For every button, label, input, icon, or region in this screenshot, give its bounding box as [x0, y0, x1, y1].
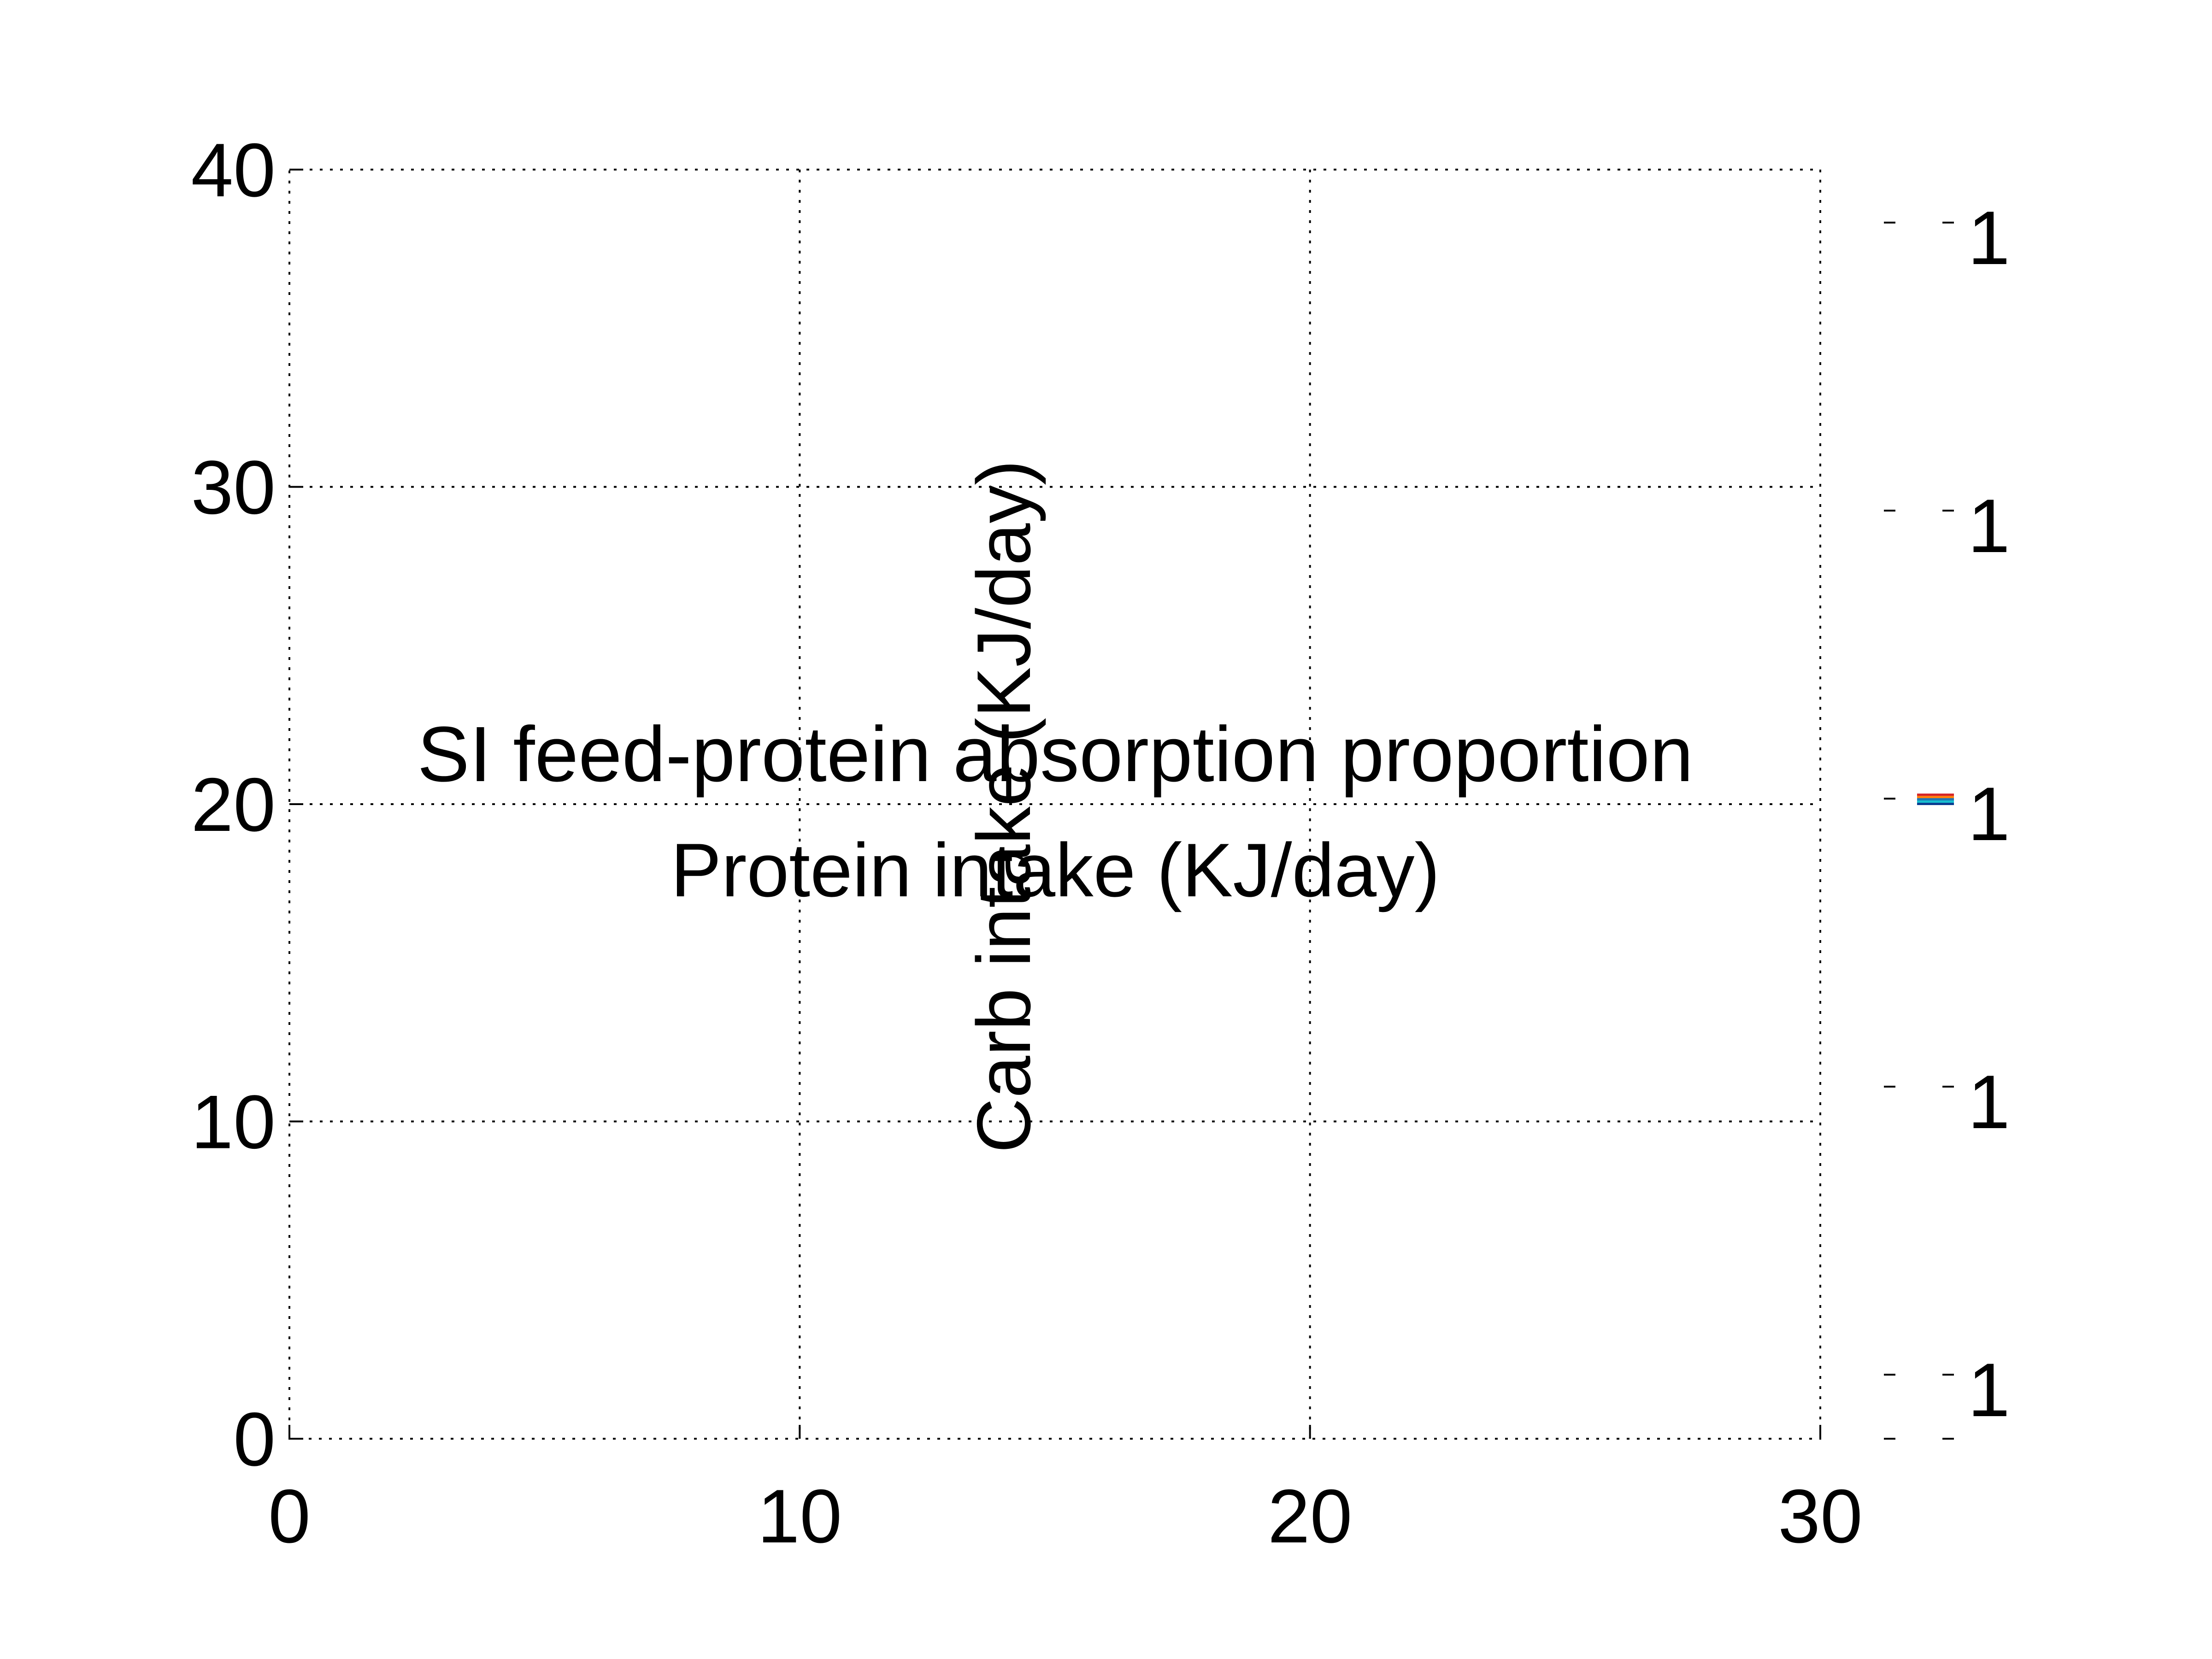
colorbar-tick-label: 1 — [1968, 195, 2010, 280]
y-tick-label: 30 — [191, 445, 276, 530]
colorbar: 1 1 1 1 1 — [1884, 195, 2010, 1440]
axis-ticks — [288, 169, 1821, 1440]
colorbar-band — [1917, 803, 1954, 805]
chart-title: SI feed-protein absorption proportion — [418, 711, 1694, 798]
y-tick-label: 20 — [191, 762, 276, 847]
colorbar-tick-label: 1 — [1968, 771, 2010, 856]
colorbar-tick-label: 1 — [1968, 1347, 2010, 1432]
x-axis-label: Protein intake (KJ/day) — [671, 828, 1440, 912]
colorbar-tick-labels: 1 1 1 1 1 — [1968, 195, 2010, 1432]
x-tick-labels: 0 10 20 30 — [268, 1474, 1863, 1559]
colorbar-tick-label: 1 — [1968, 1059, 2010, 1144]
colorbar-bands — [1917, 794, 1954, 805]
x-tick-label: 30 — [1778, 1474, 1863, 1559]
y-tick-labels: 0 10 20 30 40 — [191, 128, 276, 1482]
colorbar-band — [1917, 800, 1954, 803]
colorbar-band — [1917, 794, 1954, 796]
grid-lines — [289, 170, 1820, 1439]
x-tick-label: 0 — [268, 1474, 311, 1559]
colorbar-band — [1917, 798, 1954, 800]
colorbar-tick-label: 1 — [1968, 483, 2010, 568]
y-axis-label: Carb intake (KJ/day) — [961, 460, 1046, 1153]
x-tick-label: 10 — [758, 1474, 842, 1559]
colorbar-band — [1917, 796, 1954, 798]
y-tick-label: 10 — [191, 1080, 276, 1165]
x-tick-label: 20 — [1268, 1474, 1353, 1559]
y-tick-label: 0 — [233, 1397, 276, 1482]
y-tick-label: 40 — [191, 128, 276, 212]
plot-area: 0 10 20 30 0 10 20 30 40 — [191, 128, 1862, 1559]
